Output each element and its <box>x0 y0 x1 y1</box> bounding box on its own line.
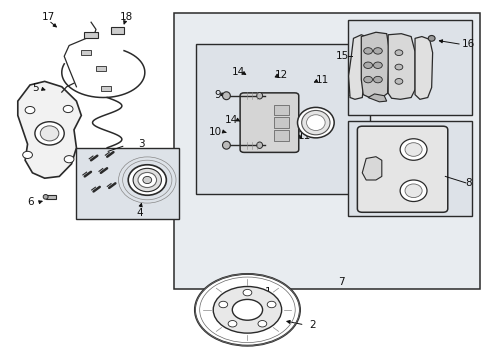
Ellipse shape <box>257 142 263 148</box>
Bar <box>96 66 106 71</box>
Text: 9: 9 <box>214 90 221 100</box>
Circle shape <box>64 156 74 163</box>
Circle shape <box>23 151 32 158</box>
Text: 4: 4 <box>137 208 143 218</box>
Bar <box>274 130 289 140</box>
Bar <box>84 32 98 39</box>
Bar <box>274 105 289 116</box>
Ellipse shape <box>138 172 157 188</box>
Bar <box>81 50 91 55</box>
Circle shape <box>373 76 382 83</box>
Bar <box>274 117 289 128</box>
Circle shape <box>373 48 382 54</box>
Ellipse shape <box>213 287 282 333</box>
Text: 1: 1 <box>265 287 271 297</box>
Text: 7: 7 <box>339 277 345 287</box>
Polygon shape <box>362 157 382 180</box>
Text: 8: 8 <box>466 178 472 188</box>
Circle shape <box>258 320 267 327</box>
Text: 10: 10 <box>209 127 222 136</box>
Ellipse shape <box>128 165 166 195</box>
Circle shape <box>219 301 228 308</box>
Bar <box>347 121 472 216</box>
Polygon shape <box>415 37 433 99</box>
Ellipse shape <box>405 184 422 198</box>
Bar <box>101 86 111 91</box>
FancyBboxPatch shape <box>240 93 299 152</box>
Circle shape <box>63 105 73 113</box>
Polygon shape <box>368 94 387 102</box>
Polygon shape <box>388 34 415 99</box>
Text: 11: 11 <box>298 131 311 141</box>
Text: 15: 15 <box>336 51 349 61</box>
Ellipse shape <box>40 126 59 141</box>
Text: 14: 14 <box>232 67 245 77</box>
Ellipse shape <box>222 92 230 100</box>
Bar <box>111 27 124 34</box>
Bar <box>76 148 179 220</box>
Text: 13: 13 <box>275 126 288 135</box>
FancyBboxPatch shape <box>357 126 448 212</box>
Ellipse shape <box>133 168 161 192</box>
Ellipse shape <box>222 141 230 149</box>
Polygon shape <box>348 35 367 99</box>
Circle shape <box>373 62 382 68</box>
Bar <box>196 44 369 194</box>
Ellipse shape <box>257 93 263 99</box>
Polygon shape <box>18 81 81 178</box>
Text: 12: 12 <box>275 70 288 80</box>
Ellipse shape <box>143 176 152 184</box>
Text: 18: 18 <box>120 12 133 22</box>
Ellipse shape <box>400 180 427 202</box>
Circle shape <box>364 76 372 83</box>
Bar <box>347 21 472 116</box>
Text: 16: 16 <box>348 88 361 98</box>
Circle shape <box>243 289 252 296</box>
Circle shape <box>364 62 372 68</box>
Circle shape <box>395 50 403 55</box>
Ellipse shape <box>400 139 427 160</box>
Ellipse shape <box>307 115 325 131</box>
Text: 6: 6 <box>27 197 34 207</box>
Circle shape <box>395 64 403 70</box>
Bar <box>46 195 56 199</box>
Text: 16: 16 <box>462 40 475 49</box>
Ellipse shape <box>35 122 64 145</box>
Circle shape <box>364 48 372 54</box>
Ellipse shape <box>302 111 330 135</box>
Text: 11: 11 <box>316 75 329 85</box>
Circle shape <box>395 78 403 84</box>
Circle shape <box>267 301 276 308</box>
Text: 5: 5 <box>32 83 39 93</box>
Ellipse shape <box>405 143 422 156</box>
Text: 3: 3 <box>138 139 145 149</box>
Circle shape <box>228 320 237 327</box>
Polygon shape <box>361 32 389 98</box>
Text: 17: 17 <box>42 12 55 22</box>
Ellipse shape <box>232 300 263 320</box>
Bar <box>174 13 480 289</box>
Text: 14: 14 <box>225 115 238 125</box>
Ellipse shape <box>428 36 435 41</box>
Circle shape <box>25 107 35 114</box>
Text: 2: 2 <box>309 320 316 330</box>
Ellipse shape <box>195 274 300 346</box>
Ellipse shape <box>43 194 48 199</box>
Ellipse shape <box>297 107 334 138</box>
